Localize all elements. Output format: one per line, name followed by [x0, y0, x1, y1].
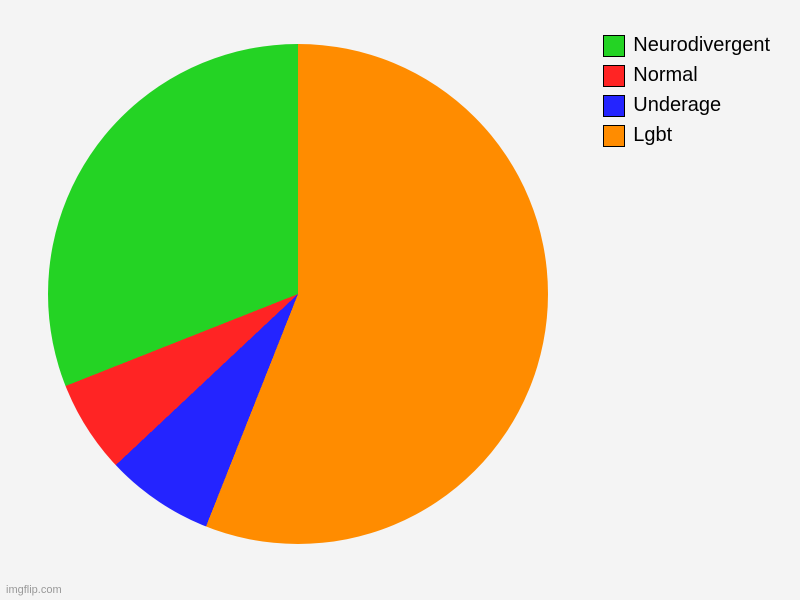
legend-label: Normal: [633, 64, 697, 87]
legend-swatch: [603, 125, 625, 147]
legend-swatch: [603, 35, 625, 57]
legend-label: Underage: [633, 94, 721, 117]
pie-chart: [48, 44, 548, 544]
legend-item: Normal: [603, 64, 770, 87]
legend-label: Neurodivergent: [633, 34, 770, 57]
legend-swatch: [603, 65, 625, 87]
legend-swatch: [603, 95, 625, 117]
legend-item: Underage: [603, 94, 770, 117]
legend-label: Lgbt: [633, 124, 672, 147]
watermark: imgflip.com: [6, 584, 62, 596]
legend-item: Neurodivergent: [603, 34, 770, 57]
legend: Neurodivergent Normal Underage Lgbt: [603, 34, 770, 147]
legend-item: Lgbt: [603, 124, 770, 147]
